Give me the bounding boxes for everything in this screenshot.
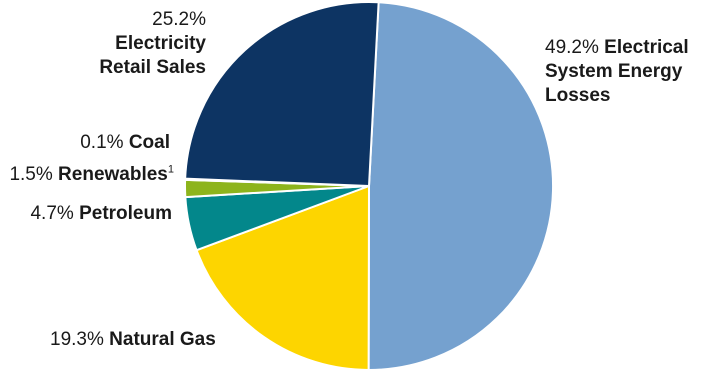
label-retail-sales: 25.2% Electricity Retail Sales xyxy=(60,8,206,80)
label-coal: 0.1% Coal xyxy=(20,131,170,155)
name-natural-gas: Natural Gas xyxy=(109,329,216,350)
pie-slice-electricity-retail-sales xyxy=(184,1,380,187)
pct-coal: 0.1% xyxy=(80,132,124,153)
label-electrical-losses: 49.2% Electrical System Energy Losses xyxy=(545,36,695,108)
name-renewables: Renewables xyxy=(58,164,168,185)
pct-renewables: 1.5% xyxy=(9,164,53,185)
pie-slice-natural-gas xyxy=(195,185,370,371)
pie-slice-electrical-system-energy-losses xyxy=(367,1,555,372)
pct-petroleum: 4.7% xyxy=(30,203,74,224)
renewables-footnote: 1 xyxy=(167,163,174,176)
name-coal: Coal xyxy=(128,132,170,153)
label-petroleum: 4.7% Petroleum xyxy=(0,202,172,226)
label-renewables: 1.5% Renewables1 xyxy=(0,163,174,187)
name-retail-sales: Electricity Retail Sales xyxy=(99,33,206,78)
name-petroleum: Petroleum xyxy=(79,203,172,224)
pct-natural-gas: 19.3% xyxy=(50,329,104,350)
pct-retail-sales: 25.2% xyxy=(152,9,206,30)
pct-electrical-losses: 49.2% xyxy=(545,37,599,58)
name-electrical-losses: Electrical System Energy Losses xyxy=(545,37,689,106)
label-natural-gas: 19.3% Natural Gas xyxy=(50,328,216,352)
